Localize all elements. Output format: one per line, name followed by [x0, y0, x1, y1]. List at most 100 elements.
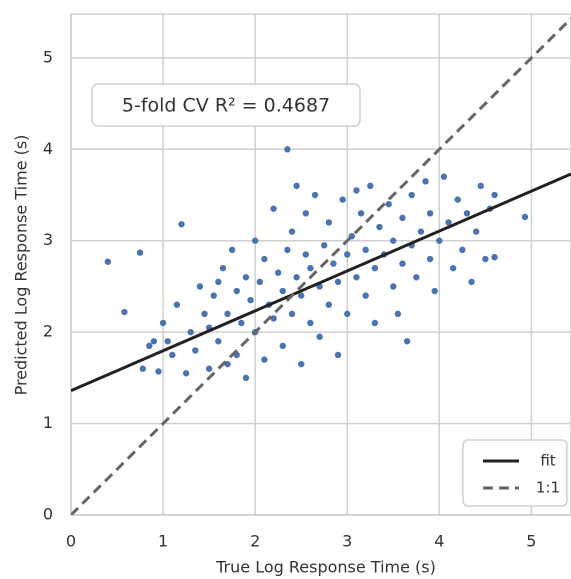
point [339, 196, 346, 203]
point [284, 246, 291, 254]
point [139, 365, 147, 372]
point [159, 319, 167, 327]
point [251, 237, 259, 244]
point [399, 214, 406, 222]
point [205, 365, 213, 372]
line [71, 17, 571, 515]
point [270, 315, 277, 322]
point [422, 178, 429, 185]
y-tick-label: 4 [43, 139, 53, 158]
point [307, 319, 314, 327]
point [344, 310, 351, 318]
point [210, 292, 217, 299]
point [325, 219, 333, 226]
point [274, 269, 282, 276]
point [367, 182, 374, 190]
point [298, 292, 305, 299]
point [390, 283, 397, 290]
y-tick-label: 5 [43, 47, 53, 66]
point [463, 210, 471, 217]
line [71, 172, 571, 393]
x-tick-label: 4 [434, 532, 444, 551]
point [371, 319, 379, 327]
point [307, 264, 314, 272]
point [431, 287, 438, 295]
point [155, 368, 162, 375]
point [482, 255, 489, 263]
x-axis-label: True Log Response Time (s) [215, 558, 436, 577]
point [192, 347, 199, 354]
point [459, 246, 466, 254]
point [399, 260, 406, 267]
legend-label: fit [540, 452, 555, 470]
point [196, 283, 204, 290]
point [390, 237, 397, 244]
point [362, 246, 369, 254]
x-tick-label: 3 [342, 532, 352, 551]
point [242, 274, 250, 281]
point [270, 205, 277, 212]
point [256, 278, 263, 286]
x-tick-label: 0 [66, 532, 76, 551]
point [454, 196, 461, 203]
point [219, 264, 227, 272]
point [353, 187, 360, 194]
point [408, 191, 415, 199]
point [426, 255, 434, 263]
point [357, 210, 365, 217]
legend-label: 1:1 [536, 479, 560, 497]
annotation: 5-fold CV R² = 0.4687 [122, 95, 330, 117]
point [150, 338, 158, 345]
point [201, 310, 208, 318]
point [316, 333, 323, 340]
point [293, 274, 300, 281]
point [279, 342, 286, 350]
point [385, 200, 392, 208]
point [164, 338, 171, 345]
point [413, 274, 420, 281]
point [173, 301, 181, 308]
point [330, 260, 337, 267]
point [302, 210, 310, 217]
point [178, 221, 185, 228]
point [224, 310, 231, 318]
point [334, 278, 342, 286]
point [334, 351, 342, 359]
point [284, 146, 291, 153]
point [288, 228, 296, 235]
point [371, 264, 379, 272]
point [440, 173, 448, 180]
point [146, 342, 153, 350]
point [288, 310, 296, 318]
point [215, 278, 222, 286]
point [247, 296, 254, 304]
point [321, 242, 328, 249]
y-tick-label: 0 [43, 505, 53, 524]
point [261, 255, 268, 263]
point [445, 219, 452, 226]
point [238, 319, 245, 327]
point [242, 374, 250, 382]
point [104, 258, 112, 265]
point [403, 338, 411, 345]
point [344, 251, 351, 258]
point [261, 356, 268, 363]
point [169, 351, 176, 359]
y-tick-label: 2 [43, 322, 53, 341]
point [311, 191, 319, 199]
point [302, 251, 310, 258]
point [325, 301, 333, 308]
point [491, 191, 498, 199]
point [215, 338, 222, 345]
point [293, 182, 300, 190]
point [477, 182, 484, 190]
point [279, 287, 286, 295]
point [472, 228, 480, 235]
point [449, 264, 457, 272]
y-tick-label: 1 [43, 413, 53, 432]
point [228, 246, 236, 254]
y-tick-label: 3 [43, 230, 53, 249]
x-tick-label: 5 [526, 532, 536, 551]
annotation-box [91, 83, 361, 127]
